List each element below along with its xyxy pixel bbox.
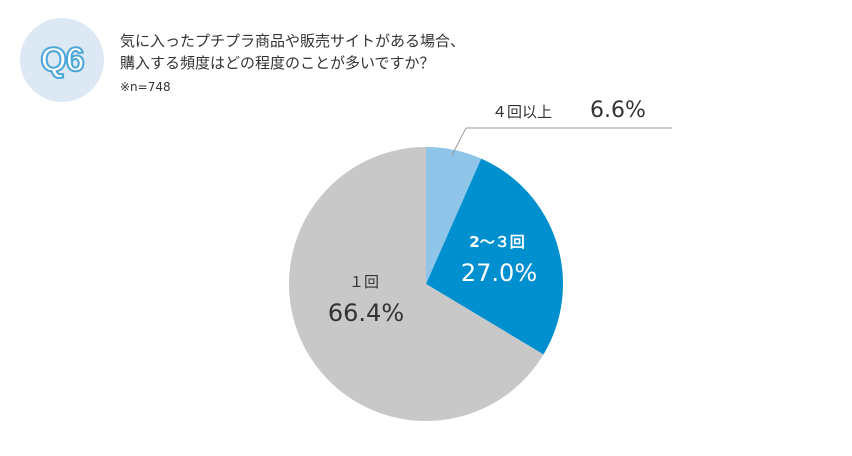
slice-label-once: １回 <box>349 273 379 291</box>
question-badge: Q6 <box>20 18 104 102</box>
question-line-2: 購入する頻度はどの程度のことが多いですか？ <box>120 54 435 72</box>
pie-slice-once <box>288 146 544 421</box>
slice-value-two-three: 27.0% <box>461 259 537 287</box>
slice-label-four-plus: ４回以上 <box>492 103 552 121</box>
question-line-1: 気に入ったプチプラ商品や販売サイトがある場合、 <box>120 32 466 50</box>
question-number: Q6 <box>39 40 85 80</box>
pie-slice-four-plus <box>426 147 482 284</box>
slice-value-four-plus: 6.6% <box>590 98 646 123</box>
callout-leader-diagonal <box>451 127 467 156</box>
slice-label-two-three: 2～３回 <box>469 233 524 251</box>
slice-value-once: 66.4% <box>328 299 404 327</box>
question-text: 気に入ったプチプラ商品や販売サイトがある場合、 購入する頻度はどの程度のことが多… <box>120 30 465 74</box>
sample-size-note: ※n=748 <box>120 80 171 94</box>
pie-slice-two-three <box>426 158 563 355</box>
pie-slices <box>288 146 563 421</box>
